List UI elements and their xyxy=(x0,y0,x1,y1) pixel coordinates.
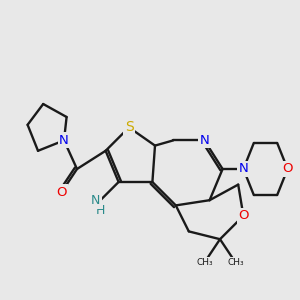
Text: N: N xyxy=(238,163,248,176)
Text: O: O xyxy=(282,163,293,176)
Text: N: N xyxy=(59,134,69,147)
Text: CH₃: CH₃ xyxy=(227,258,244,267)
Text: CH₃: CH₃ xyxy=(196,258,213,267)
Text: O: O xyxy=(238,209,249,222)
Text: S: S xyxy=(124,120,134,134)
Text: O: O xyxy=(56,186,67,199)
Text: N: N xyxy=(91,194,101,207)
Text: H: H xyxy=(96,204,106,217)
Text: N: N xyxy=(200,134,209,147)
